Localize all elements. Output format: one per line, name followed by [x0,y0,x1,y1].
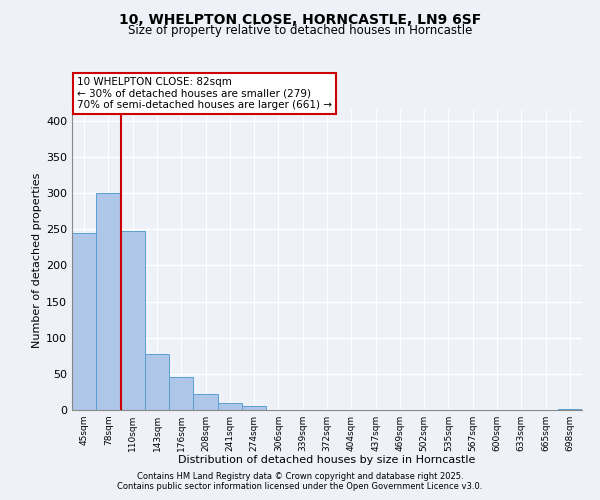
Bar [242,406,266,410]
X-axis label: Distribution of detached houses by size in Horncastle: Distribution of detached houses by size … [178,456,476,466]
Y-axis label: Number of detached properties: Number of detached properties [32,172,42,348]
Bar [193,394,218,410]
Bar [169,378,193,410]
Text: Contains public sector information licensed under the Open Government Licence v3: Contains public sector information licen… [118,482,482,491]
Bar [121,230,145,410]
Text: Contains HM Land Registry data © Crown copyright and database right 2025.: Contains HM Land Registry data © Crown c… [137,472,463,481]
Bar [145,354,169,410]
Text: 10, WHELPTON CLOSE, HORNCASTLE, LN9 6SF: 10, WHELPTON CLOSE, HORNCASTLE, LN9 6SF [119,12,481,26]
Text: 10 WHELPTON CLOSE: 82sqm
← 30% of detached houses are smaller (279)
70% of semi-: 10 WHELPTON CLOSE: 82sqm ← 30% of detach… [77,77,332,110]
Text: Size of property relative to detached houses in Horncastle: Size of property relative to detached ho… [128,24,472,37]
Bar [96,193,121,410]
Bar [72,233,96,410]
Bar [218,403,242,410]
